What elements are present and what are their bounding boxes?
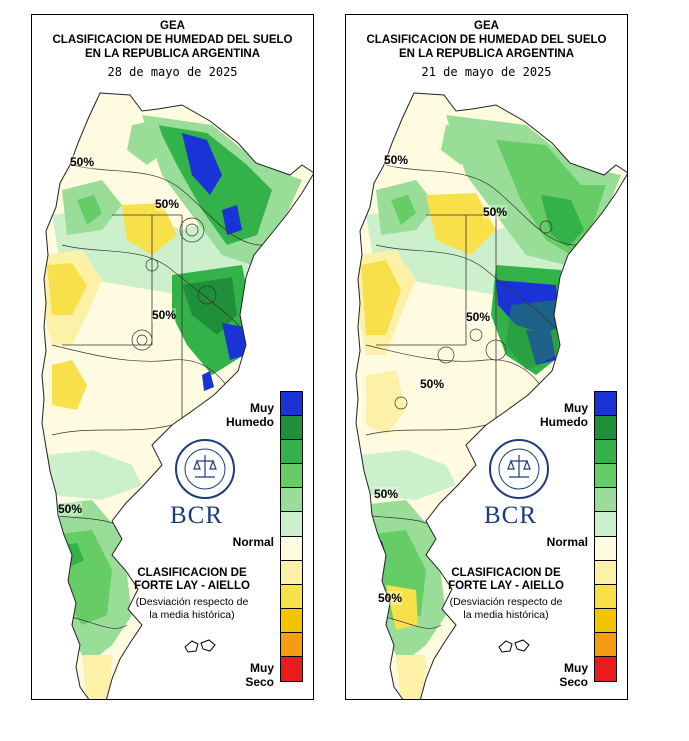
classification-note: la media histórica) <box>463 609 549 621</box>
legend-swatch <box>595 512 616 537</box>
legend-swatch <box>281 416 302 441</box>
classification-title: CLASIFICACION DE <box>451 567 561 579</box>
header-subtitle: EN LA REPUBLICA ARGENTINA <box>398 48 575 60</box>
header-date: 28 de mayo de 2025 <box>107 65 238 79</box>
header-org: GEA <box>474 20 499 32</box>
contour-label: 50% <box>483 205 508 219</box>
legend-swatch <box>281 464 302 489</box>
legend-label-dry: Muy Seco <box>245 661 274 689</box>
legend-label-normal: Normal <box>232 535 274 549</box>
legend-swatch <box>281 440 302 465</box>
legend-label-dry: Muy Seco <box>559 661 588 689</box>
contour-label: 50% <box>466 310 491 324</box>
classification-note: (Desviación respecto de <box>449 596 563 608</box>
legend-swatch <box>595 416 616 441</box>
classification-method: FORTE LAY - AIELLO <box>134 580 250 592</box>
classification-title: CLASIFICACION DE <box>137 567 247 579</box>
legend-swatch <box>595 657 616 682</box>
malvinas-islands <box>184 639 216 653</box>
header-date: 21 de mayo de 2025 <box>421 65 552 79</box>
legend-swatch <box>281 608 302 633</box>
legend-label-wet: Muy Humedo <box>226 401 274 429</box>
legend-swatch <box>281 560 302 585</box>
legend-swatch <box>281 536 302 561</box>
legend-swatch <box>595 584 616 609</box>
bcr-logo-text: BCR <box>484 502 538 529</box>
legend-swatch <box>281 632 302 658</box>
contour-label: 50% <box>70 155 95 169</box>
legend-swatch <box>281 657 302 682</box>
classification-note: (Desviación respecto de <box>135 596 249 608</box>
legend-swatch <box>595 536 616 561</box>
legend-swatch <box>281 584 302 609</box>
legend-swatch <box>281 512 302 537</box>
bcr-logo-text: BCR <box>170 502 224 529</box>
header-title: CLASIFICACION DE HUMEDAD DEL SUELO <box>366 34 607 46</box>
map-panel-28-may: GEA CLASIFICACION DE HUMEDAD DEL SUELO E… <box>31 14 314 700</box>
legend-color-scale <box>280 391 303 683</box>
legend-swatch <box>595 560 616 585</box>
classification-note: la media histórica) <box>149 609 235 621</box>
argentina-soil-moisture-map <box>355 92 627 699</box>
header-subtitle: EN LA REPUBLICA ARGENTINA <box>84 48 261 60</box>
legend-swatch <box>595 608 616 633</box>
legend-swatch <box>281 392 302 417</box>
contour-label: 50% <box>378 591 403 605</box>
legend-swatch <box>595 440 616 465</box>
header-title: CLASIFICACION DE HUMEDAD DEL SUELO <box>52 34 293 46</box>
contour-label: 50% <box>152 308 177 322</box>
legend-swatch <box>595 392 616 417</box>
contour-label: 50% <box>384 153 409 167</box>
legend-color-scale <box>594 391 617 683</box>
argentina-soil-moisture-map <box>41 92 313 699</box>
bcr-seal-logo <box>489 439 549 499</box>
header-org: GEA <box>160 20 185 32</box>
map-panel-21-may: GEA CLASIFICACION DE HUMEDAD DEL SUELO E… <box>345 14 628 700</box>
legend-swatch <box>595 464 616 489</box>
malvinas-islands <box>498 639 530 653</box>
classification-method: FORTE LAY - AIELLO <box>448 580 564 592</box>
legend-swatch <box>595 632 616 658</box>
contour-label: 50% <box>420 377 445 391</box>
legend-label-wet: Muy Humedo <box>540 401 588 429</box>
contour-label: 50% <box>155 197 180 211</box>
bcr-seal-logo <box>175 439 235 499</box>
contour-label: 50% <box>58 502 83 516</box>
contour-label: 50% <box>374 487 399 501</box>
legend-swatch <box>595 488 616 513</box>
legend-label-normal: Normal <box>546 535 588 549</box>
legend-swatch <box>281 488 302 513</box>
